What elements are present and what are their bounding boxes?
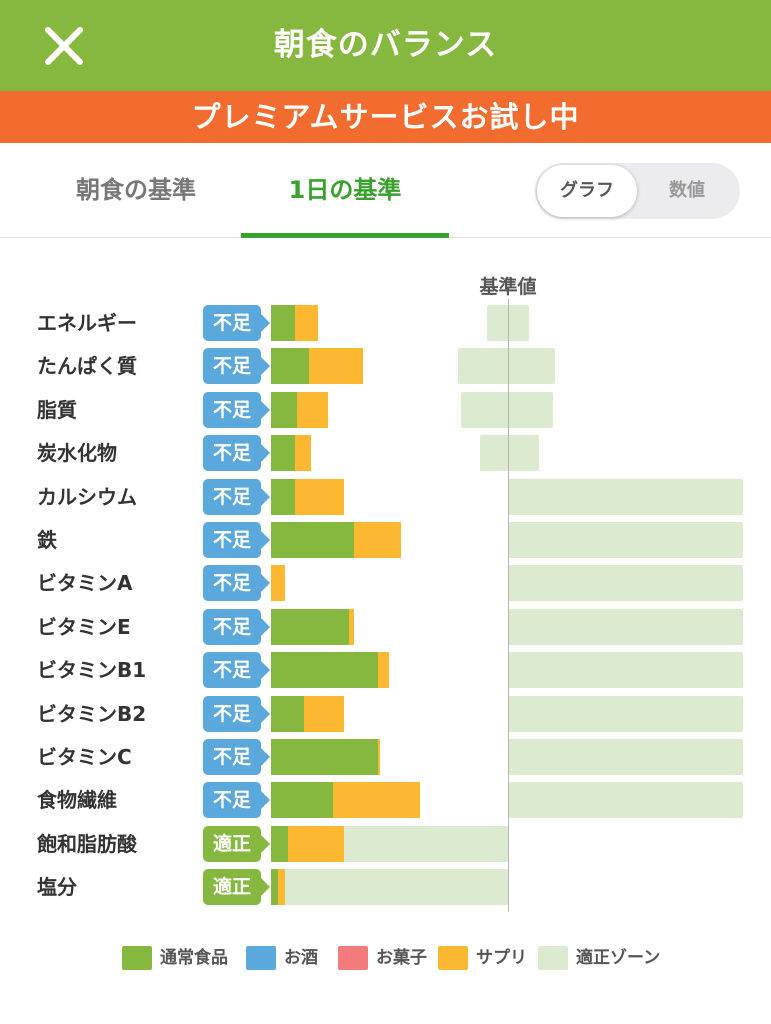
legend-label: お酒 (284, 948, 318, 968)
adequate-zone-bar (508, 696, 743, 732)
view-toggle-graph[interactable]: グラフ (537, 165, 637, 217)
status-badge: 不足 (203, 652, 270, 688)
tab-bar: 朝食の基準 1日の基準 (0, 143, 771, 238)
app-header: 朝食のバランス (0, 0, 771, 91)
status-badge: 適正 (203, 869, 270, 905)
tab-daily-standard[interactable]: 1日の基準 (288, 176, 402, 204)
nutrient-label[interactable]: ビタミンA (37, 571, 133, 595)
nutrient-label[interactable]: 炭水化物 (37, 441, 117, 465)
premium-trial-banner[interactable]: プレミアムサービスお試し中 (0, 91, 771, 143)
intake-bar-food (271, 609, 350, 645)
intake-bar-supplement (278, 869, 286, 905)
intake-bar-supplement (308, 348, 364, 384)
reference-line (508, 299, 509, 912)
nutrient-label[interactable]: ビタミンB2 (37, 702, 147, 726)
nutrient-label[interactable]: 塩分 (37, 875, 77, 899)
status-badge: 不足 (203, 782, 270, 818)
intake-bar-supplement (294, 479, 345, 515)
adequate-zone-bar (508, 782, 743, 818)
nutrient-label[interactable]: 食物繊維 (37, 788, 117, 812)
legend-swatch (246, 946, 276, 970)
status-badge: 不足 (203, 479, 270, 515)
nutrient-label[interactable]: エネルギー (37, 311, 137, 335)
intake-bar-food (271, 826, 288, 862)
nutrient-label[interactable]: 飽和脂肪酸 (37, 832, 137, 856)
nutrient-label[interactable]: ビタミンC (37, 745, 132, 769)
intake-bar-food (271, 392, 298, 428)
intake-bar-supplement (349, 609, 354, 645)
intake-bar-food (271, 652, 378, 688)
adequate-zone-bar (479, 435, 539, 471)
intake-bar-food (271, 435, 295, 471)
status-badge: 不足 (203, 435, 270, 471)
intake-bar-food (271, 739, 378, 775)
intake-bar-supplement (332, 782, 421, 818)
legend-label: サプリ (476, 948, 527, 968)
legend-label: 通常食品 (160, 948, 228, 968)
reference-value-label: 基準値 (479, 276, 537, 298)
nutrient-label[interactable]: 鉄 (37, 528, 57, 552)
intake-bar-food (271, 305, 295, 341)
status-badge: 不足 (203, 522, 270, 558)
adequate-zone-bar (508, 479, 743, 515)
intake-bar-supplement (304, 696, 345, 732)
intake-bar-food (271, 479, 295, 515)
legend-label: お菓子 (376, 948, 427, 968)
legend-label: 適正ゾーン (576, 948, 661, 968)
close-icon (45, 27, 83, 65)
adequate-zone-bar (508, 739, 743, 775)
adequate-zone-bar (508, 565, 743, 601)
intake-bar-food (271, 869, 279, 905)
status-badge: 不足 (203, 565, 270, 601)
nutrient-label[interactable]: ビタミンB1 (37, 658, 147, 682)
nutrient-label[interactable]: たんぱく質 (37, 354, 137, 378)
adequate-zone-bar (486, 305, 530, 341)
status-badge: 不足 (203, 696, 270, 732)
view-toggle-numeric[interactable]: 数値 (669, 180, 705, 201)
adequate-zone-bar (460, 392, 554, 428)
status-badge: 不足 (203, 305, 270, 341)
adequate-zone-bar (458, 348, 556, 384)
intake-bar-supplement (377, 652, 390, 688)
nutrient-label[interactable]: カルシウム (37, 485, 137, 509)
status-badge: 不足 (203, 392, 270, 428)
status-badge: 不足 (203, 739, 270, 775)
legend-swatch (438, 946, 468, 970)
intake-bar-food (271, 696, 305, 732)
intake-bar-supplement (294, 305, 319, 341)
intake-bar-food (271, 348, 309, 384)
status-badge: 適正 (203, 826, 270, 862)
legend-swatch (338, 946, 368, 970)
intake-bar-supplement (271, 565, 286, 601)
intake-bar-food (271, 522, 354, 558)
status-badge: 不足 (203, 348, 270, 384)
intake-bar-supplement (287, 826, 345, 862)
intake-bar-supplement (294, 435, 312, 471)
page-title: 朝食のバランス (273, 27, 498, 63)
status-badge: 不足 (203, 609, 270, 645)
legend-swatch (538, 946, 568, 970)
view-toggle[interactable]: グラフ 数値 (535, 163, 740, 219)
active-tab-indicator (241, 233, 449, 238)
adequate-zone-bar (508, 522, 743, 558)
adequate-zone-bar (271, 869, 508, 905)
intake-bar-supplement (377, 739, 380, 775)
close-button[interactable] (40, 22, 88, 70)
adequate-zone-bar (508, 609, 743, 645)
nutrient-label[interactable]: ビタミンE (37, 615, 131, 639)
intake-bar-supplement (353, 522, 402, 558)
tab-breakfast-standard[interactable]: 朝食の基準 (76, 176, 196, 204)
legend-swatch (122, 946, 152, 970)
intake-bar-food (271, 782, 333, 818)
nutrient-label[interactable]: 脂質 (37, 398, 77, 422)
intake-bar-supplement (297, 392, 328, 428)
adequate-zone-bar (508, 652, 743, 688)
